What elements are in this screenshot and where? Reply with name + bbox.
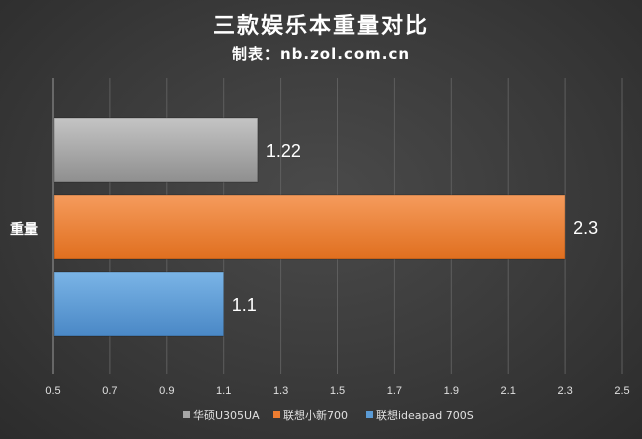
x-tick-label: 1.1 <box>216 385 231 397</box>
data-label: 1.22 <box>266 141 301 161</box>
bar-2 <box>53 194 566 260</box>
x-tick-label: 1.5 <box>330 385 345 397</box>
x-tick-label: 2.1 <box>501 385 516 397</box>
legend-label: 联想小新700 <box>283 408 348 422</box>
chart-title: 三款娱乐本重量对比 <box>212 14 429 39</box>
legend-swatch <box>366 411 373 418</box>
data-label: 1.1 <box>232 295 257 315</box>
x-tick-label: 0.5 <box>45 385 60 397</box>
chart-subtitle: 制表：nb.zol.com.cn <box>231 45 411 63</box>
y-category-label: 重量 <box>10 221 38 238</box>
x-tick-label: 1.9 <box>444 385 459 397</box>
bar-1 <box>53 117 259 183</box>
x-tick-label: 2.3 <box>557 385 572 397</box>
legend-label: 联想ideapad 700S <box>376 408 474 422</box>
legend-label: 华硕U305UA <box>193 408 260 422</box>
x-tick-label: 2.5 <box>614 385 629 397</box>
x-tick-label: 0.9 <box>159 385 174 397</box>
legend-swatch <box>183 411 190 418</box>
bar-3 <box>53 271 225 337</box>
data-label: 2.3 <box>573 218 598 238</box>
legend-swatch <box>273 411 280 418</box>
x-tick-label: 0.7 <box>102 385 117 397</box>
x-tick-label: 1.3 <box>273 385 288 397</box>
x-tick-label: 1.7 <box>387 385 402 397</box>
